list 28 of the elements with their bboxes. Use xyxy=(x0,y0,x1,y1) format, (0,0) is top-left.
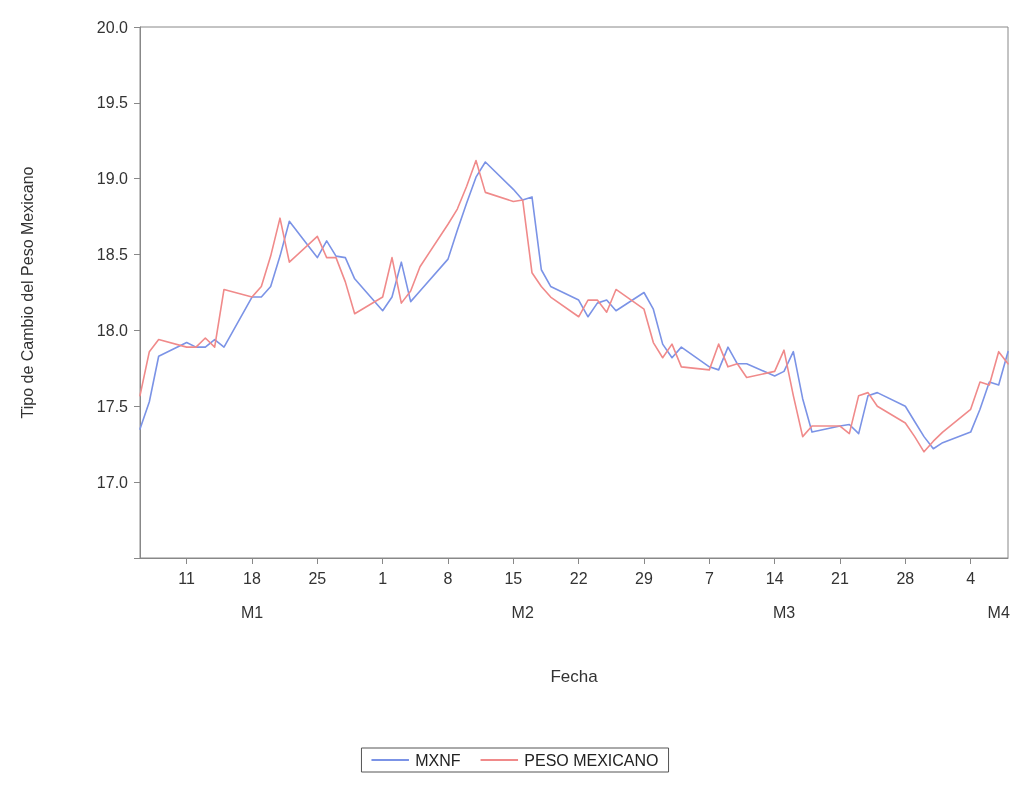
x2-tick-label: M3 xyxy=(772,603,796,621)
x2-tick-label: M1 xyxy=(240,603,264,621)
x-tick-label: 8 xyxy=(443,569,453,587)
x-tick-label: 22 xyxy=(569,569,588,587)
x2-tick-label: M4 xyxy=(987,603,1010,621)
x-tick-label: 4 xyxy=(966,569,976,587)
legend-label: PESO MEXICANO xyxy=(524,751,659,769)
x-tick-label: 7 xyxy=(704,569,714,587)
y-tick-label: 20.0 xyxy=(96,18,129,36)
y-axis-title: Tipo de Cambio del Peso Mexicano xyxy=(18,166,36,419)
y-tick-label: 18.5 xyxy=(96,246,129,264)
x-tick-label: 28 xyxy=(896,569,915,587)
y-tick-label: 19.5 xyxy=(96,94,129,112)
x-tick-label: 1 xyxy=(378,569,388,587)
y-tick-label: 17.0 xyxy=(96,473,129,491)
x-tick-label: 21 xyxy=(831,569,849,587)
x2-tick-label: M2 xyxy=(511,603,534,621)
x-tick-label: 25 xyxy=(308,569,327,587)
x-tick-label: 14 xyxy=(765,569,784,587)
x-tick-label: 29 xyxy=(635,569,653,587)
legend-label: MXNF xyxy=(415,751,461,769)
x-axis-title: Fecha xyxy=(550,667,599,686)
x-tick-label: 11 xyxy=(178,569,196,587)
y-tick-label: 17.5 xyxy=(96,397,129,415)
y-tick-label: 19.0 xyxy=(96,170,129,188)
x-tick-label: 15 xyxy=(504,569,523,587)
x-tick-label: 18 xyxy=(243,569,261,587)
y-tick-label: 18.0 xyxy=(96,321,129,339)
